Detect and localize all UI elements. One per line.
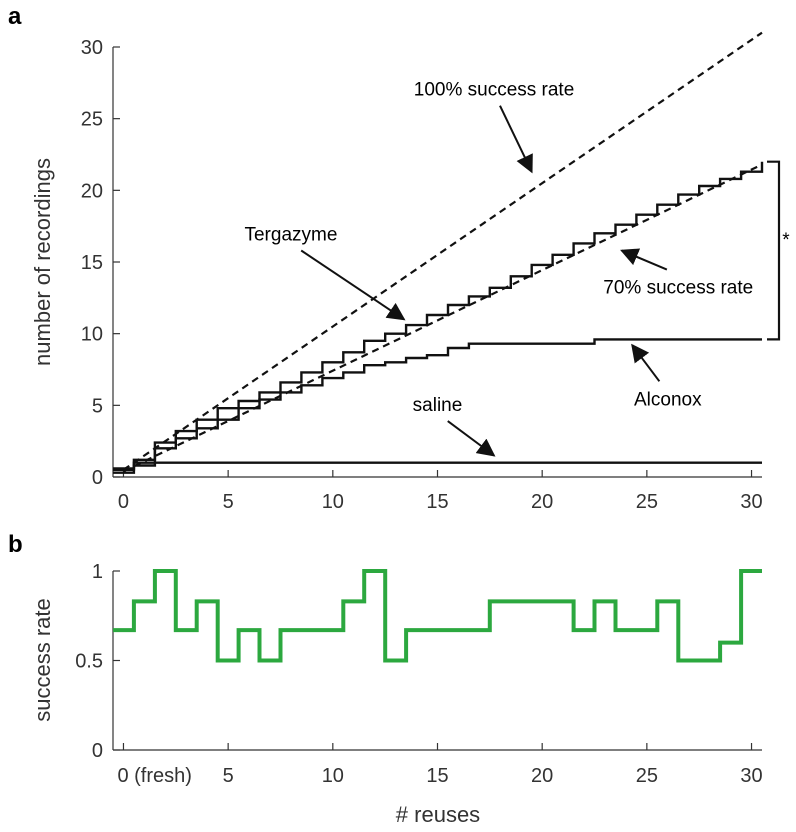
x-tick-label-a: 0 (118, 491, 129, 513)
x-tick-label-a: 15 (426, 491, 448, 513)
series-100-success-rate (122, 31, 763, 471)
x-tick-label-b: 20 (531, 765, 553, 787)
y-tick-label-a: 30 (81, 37, 103, 59)
panel-letter-b: b (8, 531, 23, 558)
annotation-100-success-rate: 100% success rate (414, 80, 575, 101)
y-tick-label-a: 25 (81, 109, 103, 131)
x-axis-label-b: # reuses (396, 802, 480, 827)
x-tick-label-b: 15 (426, 765, 448, 787)
x-tick-label-b: 0 (fresh) (117, 765, 191, 787)
x-tick-label-b: 5 (223, 765, 234, 787)
y-tick-label-b: 0 (92, 740, 103, 762)
series-alconox (113, 338, 762, 471)
y-tick-label-a: 20 (81, 180, 103, 202)
y-axis-label-b: success rate (30, 598, 55, 722)
panel-a-plot: 0 5 10 15 20 25 30 0 5 10 15 20 25 30 100% success rat… (81, 31, 781, 513)
x-tick-label-a: 10 (322, 491, 344, 513)
panel-b-plot: 0 0.5 1 0 (fresh) 5 10 15 20 25 30 (75, 561, 762, 787)
y-tick-label-a: 15 (81, 252, 103, 274)
x-tick-label-a: 5 (223, 491, 234, 513)
x-tick-label-b: 10 (322, 765, 344, 787)
x-tick-label-b: 30 (740, 765, 762, 787)
arrow-70-success-rate (620, 248, 668, 271)
panel-letter-a: a (8, 3, 22, 30)
annotation-alconox: Alconox (634, 389, 702, 410)
annotation-tergazyme: Tergazyme (244, 225, 337, 246)
significance-star: * (782, 230, 790, 251)
x-tick-label-b: 25 (636, 765, 658, 787)
series-70-success-rate (122, 163, 763, 473)
significance-bracket (767, 160, 781, 341)
y-tick-label-b: 0.5 (75, 651, 103, 673)
arrow-100-success-rate (499, 105, 533, 174)
arrow-saline (447, 420, 496, 457)
x-tick-label-a: 20 (531, 491, 553, 513)
x-tick-label-a: 30 (740, 491, 762, 513)
x-tick-label-a: 25 (636, 491, 658, 513)
series-success-rate (113, 569, 762, 663)
annotation-saline: saline (413, 395, 463, 416)
y-tick-label-a: 5 (92, 395, 103, 417)
series-saline (113, 461, 762, 470)
arrow-alconox (631, 343, 661, 382)
y-axis-label-a: number of recordings (30, 158, 55, 366)
y-tick-label-a: 10 (81, 324, 103, 346)
annotation-70-success-rate: 70% success rate (603, 278, 753, 299)
y-tick-label-b: 1 (92, 561, 103, 583)
y-tick-label-a: 0 (92, 467, 103, 489)
arrow-tergazyme (300, 249, 406, 321)
series-tergazyme (113, 161, 764, 474)
